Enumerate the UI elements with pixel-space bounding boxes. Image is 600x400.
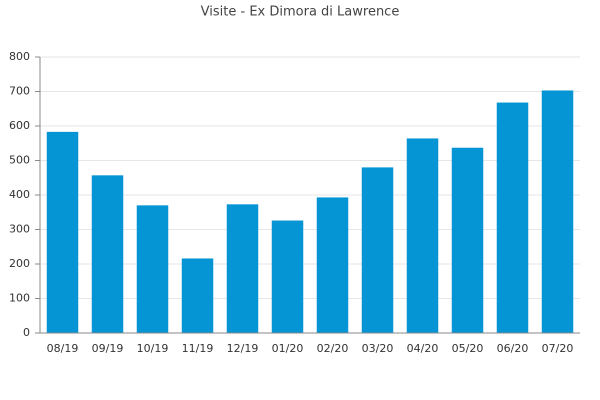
bar bbox=[226, 204, 259, 333]
bar bbox=[361, 167, 394, 333]
y-tick-label: 0 bbox=[23, 326, 30, 339]
y-tick-label: 600 bbox=[9, 119, 30, 132]
x-tick-label: 09/19 bbox=[92, 342, 124, 355]
y-tick-label: 700 bbox=[9, 85, 30, 98]
bar bbox=[91, 175, 124, 333]
bar bbox=[181, 258, 214, 333]
y-tick-label: 200 bbox=[9, 257, 30, 270]
x-tick-label: 05/20 bbox=[452, 342, 484, 355]
y-tick-label: 800 bbox=[9, 50, 30, 63]
x-tick-label: 07/20 bbox=[542, 342, 574, 355]
chart-title: Visite - Ex Dimora di Lawrence bbox=[201, 5, 400, 20]
y-tick-label: 500 bbox=[9, 154, 30, 167]
y-tick-label: 400 bbox=[9, 188, 30, 201]
x-tick-label: 04/20 bbox=[407, 342, 439, 355]
bar bbox=[541, 90, 574, 333]
x-tick-label: 01/20 bbox=[272, 342, 304, 355]
bar bbox=[496, 102, 529, 333]
bar bbox=[46, 131, 79, 333]
bar bbox=[316, 197, 349, 333]
x-tick-label: 02/20 bbox=[317, 342, 349, 355]
bar bbox=[451, 147, 484, 333]
bar bbox=[271, 220, 304, 333]
x-tick-label: 06/20 bbox=[497, 342, 529, 355]
x-tick-label: 03/20 bbox=[362, 342, 394, 355]
x-tick-label: 10/19 bbox=[137, 342, 169, 355]
x-tick-label: 11/19 bbox=[182, 342, 214, 355]
bar bbox=[136, 205, 169, 333]
x-tick-label: 08/19 bbox=[47, 342, 79, 355]
y-tick-label: 300 bbox=[9, 223, 30, 236]
bar bbox=[406, 138, 439, 333]
y-tick-label: 100 bbox=[9, 292, 30, 305]
x-tick-label: 12/19 bbox=[227, 342, 259, 355]
